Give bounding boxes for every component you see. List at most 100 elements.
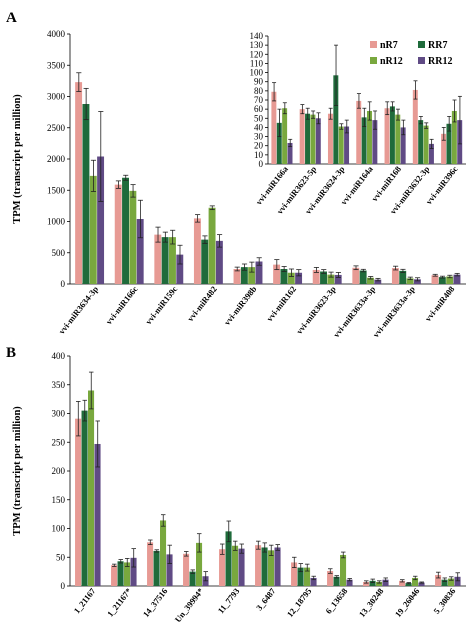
bar-rr12-1-21167 [94,443,101,586]
y-tick-label: 50 [254,113,264,123]
category-label: vvi-miR3633a-3p [331,284,377,339]
bar-rr12-3-6487 [274,547,281,586]
y-tick-label: 30 [254,132,264,142]
bar-nr12-vvi-mir3623-5p [310,114,316,164]
bar-nr7-1-21167 [111,565,118,586]
bar-nr12-vvi-mir3633a-3p [367,277,374,284]
bar-nr7-vvi-mir3633a-3p [352,267,360,284]
y-tick-label: 90 [254,77,264,87]
bar-nr12-vvi-mir162 [287,272,295,284]
bar-rr12-vvi-mir482 [215,240,223,284]
bar-nr7-vvi-mir159c [154,234,162,284]
bar-rr7-11-7793 [225,531,232,586]
panel-letter-a: A [6,10,17,26]
bar-rr7-vvi-mir3633a-3p [359,270,367,284]
category-label: 3_6487 [254,585,278,612]
y-tick-label: 200 [52,466,66,476]
bar-nr12-vvi-mir166c [129,190,137,284]
bar-rr12-vvi-mir3632-3p [428,143,434,164]
bar-rr7-vvi-mir3623-5p [305,113,311,164]
bar-rr7-un-39994 [189,571,196,586]
bar-rr7-vvi-mir159c [161,237,169,284]
bar-nr7-vvi-mir3634-3p [75,82,83,284]
y-tick-label: 10 [254,150,264,160]
bar-nr12-vvi-mir168 [395,114,401,164]
bar-rr7-vvi-mir482 [201,239,209,284]
y-tick-label: 0 [61,279,66,289]
bar-nr7-vvi-mir166a [271,91,277,164]
category-label: vvi-miR159c [143,284,179,326]
bar-rr7-vvi-mir162 [280,269,288,284]
bar-rr12-11-7793 [238,548,245,586]
bar-nr12-vvi-mir3634-3p [89,175,97,284]
bar-rr12-13-30248 [382,579,389,586]
bar-rr7-vvi-mir3632-3p [418,120,424,164]
y-tick-label: 3500 [47,60,66,70]
bar-nr7-vvi-mir3632-3p [412,89,418,164]
y-tick-label: 500 [52,248,66,258]
bar-rr12-vvi-mir166c [136,219,144,284]
y-tick-label: 2500 [47,123,66,133]
bar-rr7-1-21167 [81,410,88,586]
bar-rr12-12-18795 [310,577,317,586]
bar-nr12-1-21167 [124,562,131,586]
bar-nr12-5-30836 [448,578,455,586]
y-tick-label: 110 [250,58,264,68]
legend-swatch-rr12 [418,57,425,64]
bar-nr12-vvi-mir3624-3p [338,126,344,164]
bar-nr7-vvi-mir396c [441,133,447,164]
bar-nr12-vvi-mir398b [248,267,256,284]
bar-rr7-3-6487 [261,547,268,586]
y-tick-label: 50 [56,552,66,562]
chart-panel-b: 0 50 100 150 200 250 300 350 400 TPM (transcript … [12,351,466,624]
panel-letter-b: B [6,345,16,361]
bar-rr12-vvi-mir162 [295,272,303,284]
bar-rr7-vvi-mir166c [122,177,129,284]
category-label: 1_21167* [105,586,134,619]
bar-rr12-vvi-mir3634-3p [97,156,105,284]
y-tick-label: 150 [52,495,66,505]
bar-nr7-vvi-mir3633a-3p [391,268,399,284]
category-label: vvi-miR3633a-3p [371,284,417,339]
bar-nr12-13-30248 [376,581,383,586]
bar-nr12-vvi-mir482 [208,207,216,284]
bar-rr7-vvi-mir396c [446,123,452,164]
category-label: vvi-miR162 [264,284,298,323]
category-label: 19_26046 [393,586,422,619]
y-tick-label: 20 [254,141,264,151]
legend: nR7 RR7 nR12 RR12 [370,40,452,67]
legend-label-nr7: nR7 [380,40,398,51]
category-label: vvi-miR482 [185,284,219,323]
bar-nr12-vvi-mir3632-3p [423,125,429,164]
bar-rr7-12-18795 [297,567,304,586]
y-tick-label: 0 [259,159,264,169]
bar-nr7-vvi-mir164a [356,100,362,164]
category-label: 13_30248 [357,586,386,619]
bar-rr12-vvi-mir3623-5p [315,118,321,164]
bar-rr12-vvi-mir166a [287,142,293,164]
bar-rr12-vvi-mir3624-3p [344,126,350,164]
y-tick-label: 2000 [47,154,66,164]
bar-rr7-vvi-mir168 [389,106,395,164]
bar-rr7-vvi-mir166a [276,122,282,164]
y-tick-label: 60 [254,104,264,114]
bar-rr12-vvi-mir168 [400,127,406,164]
bar-nr7-vvi-mir408 [431,275,439,284]
bar-rr7-vvi-mir3633a-3p [399,270,407,284]
category-label: 14_37516 [141,586,170,619]
y-tick-label: 70 [254,95,264,105]
bar-nr12-11-7793 [232,545,239,586]
bar-nr12-19-26046 [412,577,419,586]
bar-rr12-vvi-mir3633a-3p [374,279,382,284]
bar-rr12-5-30836 [454,576,461,586]
bar-nr7-11-7793 [219,549,226,586]
bar-rr12-1-21167 [130,557,137,586]
y-tick-label: 3000 [47,92,66,102]
bar-rr12-vvi-mir3633a-3p [413,279,421,284]
category-label: vvi-miR408 [423,284,457,323]
bar-nr12-vvi-mir159c [169,237,176,284]
category-label: 12_18795 [285,586,314,619]
bar-nr12-vvi-mir3623-3p [327,274,335,284]
bar-nr7-5-30836 [435,575,442,586]
